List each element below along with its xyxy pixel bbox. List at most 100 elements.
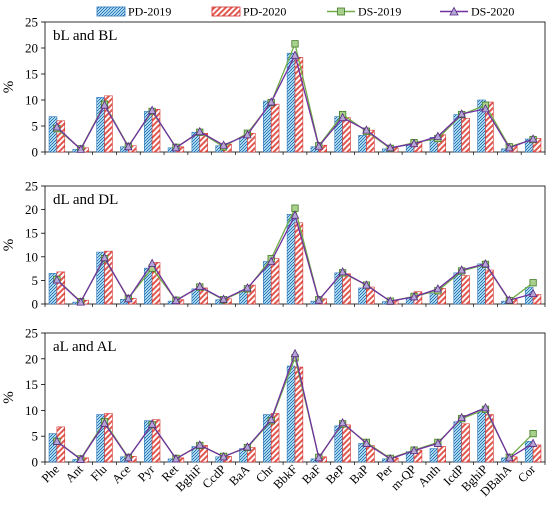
bar-pd2020-Pyr bbox=[151, 109, 161, 153]
point-ds2020-Cor bbox=[528, 134, 538, 143]
legend: PD-2019 PD-2020 DS-2019 DS-2020 bbox=[96, 5, 514, 19]
point-ds2020-m-QP bbox=[409, 445, 419, 455]
bar-pd2020-BaP bbox=[366, 129, 375, 153]
bar-pd2020-Pyr bbox=[151, 419, 161, 463]
bar-pd2019-Phe bbox=[48, 116, 58, 153]
point-ds2020-BghiP bbox=[481, 402, 490, 412]
point-ds2019-Cor bbox=[529, 279, 537, 287]
bar-pd2020-BaA bbox=[247, 132, 256, 153]
panel-title: aL and AL bbox=[53, 339, 117, 355]
point-ds2020-DBahA bbox=[505, 295, 514, 304]
legend-label-pd2019: PD-2019 bbox=[128, 5, 171, 19]
x-tick-label: BbkF bbox=[271, 462, 301, 492]
legend-marker-ds2020 bbox=[449, 6, 459, 16]
y-tick-label: 0 bbox=[32, 455, 39, 470]
point-ds2020-BaF bbox=[314, 295, 324, 304]
y-axis-label: % bbox=[1, 81, 17, 94]
bar-pd2019-IcdP bbox=[453, 272, 462, 305]
point-ds2020-Anth bbox=[433, 284, 443, 293]
point-ds2020-IcdP bbox=[457, 412, 466, 422]
panel-3: 0 5 10 15 20 25% aL and AL bbox=[1, 326, 546, 470]
point-ds2020-Cor bbox=[528, 438, 538, 447]
legend-label-ds2019: DS-2019 bbox=[358, 5, 401, 19]
point-ds2020-Anth bbox=[433, 131, 443, 140]
point-ds2020-BeP bbox=[338, 417, 347, 427]
point-ds2020-BghiF bbox=[195, 281, 205, 290]
y-tick-label: 15 bbox=[25, 226, 38, 241]
point-ds2020-BaP bbox=[362, 280, 371, 289]
point-ds2020-BaP bbox=[362, 438, 371, 447]
panel-title: dL and DL bbox=[53, 192, 118, 208]
point-ds2020-Pyr bbox=[147, 419, 157, 428]
panel-1: 0 5 10 15 20 25% bL and BL bbox=[1, 15, 546, 160]
y-tick-label: 5 bbox=[32, 429, 39, 444]
y-tick-label: 5 bbox=[32, 273, 39, 288]
point-ds2020-BaA bbox=[243, 442, 252, 451]
point-ds2019-Cor bbox=[529, 430, 537, 438]
point-ds2020-Ace bbox=[124, 141, 133, 151]
bar-pd2019-BaA bbox=[239, 290, 248, 305]
x-tick-label: Anth bbox=[415, 462, 443, 490]
x-tick-label: Phe bbox=[39, 462, 62, 485]
y-tick-label: 5 bbox=[32, 119, 39, 134]
point-ds2020-DBahA bbox=[505, 452, 514, 462]
bar-pd2019-BaP bbox=[358, 135, 367, 153]
point-ds2020-Ant bbox=[76, 297, 85, 306]
bar-pd2020-BaA bbox=[247, 447, 256, 463]
point-ds2020-CcdP bbox=[219, 294, 228, 303]
bar-pd2019-BghiP bbox=[477, 263, 486, 305]
bar-pd2020-Pyr bbox=[151, 262, 161, 305]
y-axis-label: % bbox=[1, 391, 17, 404]
bar-pd2020-BeP bbox=[342, 273, 351, 305]
point-ds2020-Chr bbox=[266, 256, 276, 265]
bar-pd2019-BaA bbox=[239, 137, 248, 153]
bar-pd2020-BbkF bbox=[294, 57, 304, 153]
bar-pd2020-BeP bbox=[342, 424, 351, 463]
bar-pd2019-IcdP bbox=[453, 421, 462, 463]
point-ds2020-BghiF bbox=[195, 440, 205, 449]
y-tick-label: 20 bbox=[25, 202, 38, 217]
legend-item-pd2020: PD-2020 bbox=[211, 5, 286, 19]
point-ds2019-BbkF bbox=[291, 40, 299, 48]
y-tick-label: 10 bbox=[25, 93, 38, 108]
point-ds2020-Flu bbox=[100, 252, 109, 262]
point-ds2020-Per bbox=[385, 142, 395, 152]
bar-pd2020-BaA bbox=[247, 284, 256, 305]
point-ds2020-Chr bbox=[266, 414, 276, 424]
bar-pd2020-Phe bbox=[56, 120, 66, 153]
bar-pd2020-Cor bbox=[532, 138, 542, 153]
x-tick-label: Ace bbox=[109, 462, 133, 486]
point-ds2020-Ace bbox=[124, 293, 133, 303]
point-ds2020-BaF bbox=[314, 452, 324, 462]
point-ds2020-BbkF bbox=[290, 210, 300, 219]
x-tick-label: Flu bbox=[88, 462, 110, 484]
x-tick-label: Ant bbox=[63, 462, 87, 486]
bar-pd2020-m-QP bbox=[413, 449, 423, 463]
y-axis-label: % bbox=[1, 239, 17, 252]
y-tick-label: 15 bbox=[25, 377, 38, 392]
bar-pd2019-BbkF bbox=[286, 365, 296, 463]
legend-item-ds2020: DS-2020 bbox=[440, 5, 514, 19]
point-ds2020-Flu bbox=[100, 418, 109, 427]
x-tick-label: BghiF bbox=[173, 462, 205, 494]
point-ds2020-Phe bbox=[52, 275, 62, 284]
point-ds2020-BaF bbox=[314, 141, 324, 150]
x-tick-label: BaP bbox=[347, 462, 372, 487]
y-tick-label: 15 bbox=[25, 67, 38, 82]
bar-pd2020-BghiP bbox=[485, 101, 494, 153]
point-ds2020-BghiF bbox=[195, 126, 205, 136]
y-tick-label: 10 bbox=[25, 403, 38, 418]
y-tick-label: 10 bbox=[25, 249, 38, 264]
x-tick-label: Pyr bbox=[135, 462, 158, 485]
point-ds2020-Ret bbox=[171, 454, 181, 463]
bar-pd2020-BeP bbox=[342, 117, 351, 153]
bar-pd2019-BeP bbox=[334, 425, 343, 463]
bar-pd2020-Flu bbox=[104, 250, 113, 305]
bar-pd2020-Anth bbox=[437, 446, 447, 463]
point-ds2020-BbkF bbox=[290, 50, 300, 59]
point-ds2020-IcdP bbox=[457, 109, 466, 118]
x-tick-label: BaA bbox=[226, 462, 252, 488]
bar-pd2020-Chr bbox=[270, 258, 280, 305]
point-ds2020-BeP bbox=[338, 267, 347, 276]
bar-pd2019-Anth bbox=[429, 448, 439, 463]
